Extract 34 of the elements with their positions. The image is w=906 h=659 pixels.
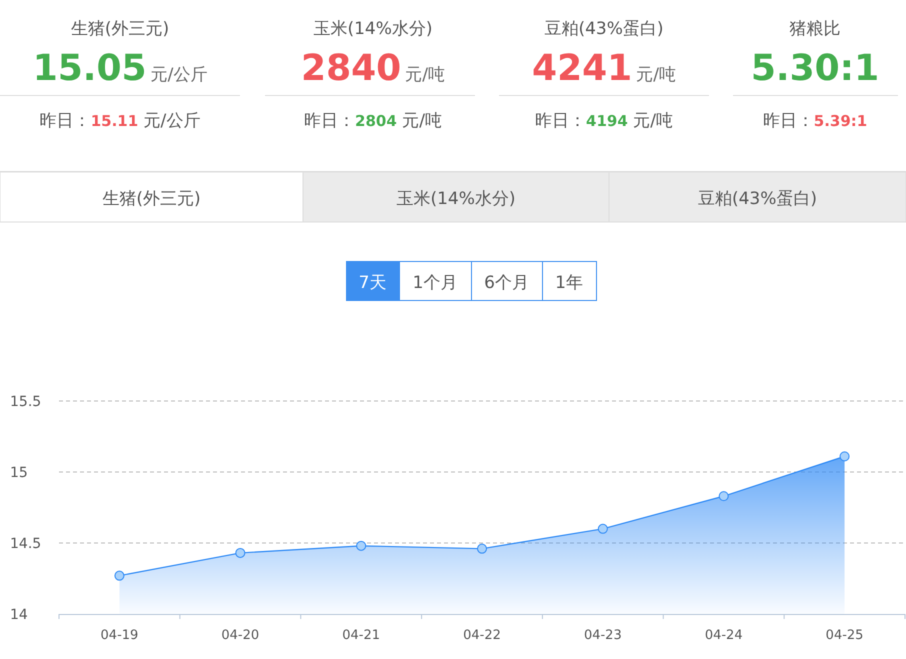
text: 昨日：2804 元/吨 [304, 111, 442, 131]
text: 1个月 [412, 273, 458, 293]
text: 1年 [555, 273, 583, 293]
text: 玉米(14%水分) [313, 19, 433, 39]
text: 昨日：5.39:1 [762, 111, 868, 131]
text: 豆粕(43%蛋白) [698, 189, 818, 209]
x-tick-label: 04-24 [704, 628, 743, 643]
point [477, 544, 487, 554]
text: 昨日：15.11 元/公斤 [40, 111, 200, 131]
y-tick-label: 15.5 [10, 394, 42, 410]
text: 豆粕(43%蛋白) [544, 19, 664, 39]
text: 玉米(14%水分) [396, 189, 516, 209]
point [235, 548, 246, 558]
y-tick-label: 14 [10, 607, 28, 623]
x-tick-label: 04-22 [463, 628, 501, 643]
x-tick-label: 04-21 [342, 628, 380, 643]
x-tick-label: 04-25 [826, 628, 864, 643]
y-tick-label: 14.5 [10, 536, 42, 552]
x-tick-label: 04-20 [221, 628, 260, 643]
point [598, 524, 608, 534]
point [718, 491, 729, 502]
text: 6个月 [484, 273, 529, 293]
text: 生猪(外三元) [70, 19, 170, 39]
text: 7天 [358, 273, 386, 293]
point [840, 451, 850, 462]
x-tick-label: 04-19 [100, 628, 138, 643]
text: 猪粮比 [790, 19, 840, 39]
x-tick-label: 04-23 [584, 628, 622, 643]
point [356, 540, 366, 551]
point [114, 570, 124, 581]
text: 生猪(外三元) [102, 189, 201, 209]
y-tick-label: 15 [10, 465, 28, 481]
text: 5.30:1 [750, 48, 880, 89]
text: 昨日：4194 元/吨 [535, 111, 673, 131]
